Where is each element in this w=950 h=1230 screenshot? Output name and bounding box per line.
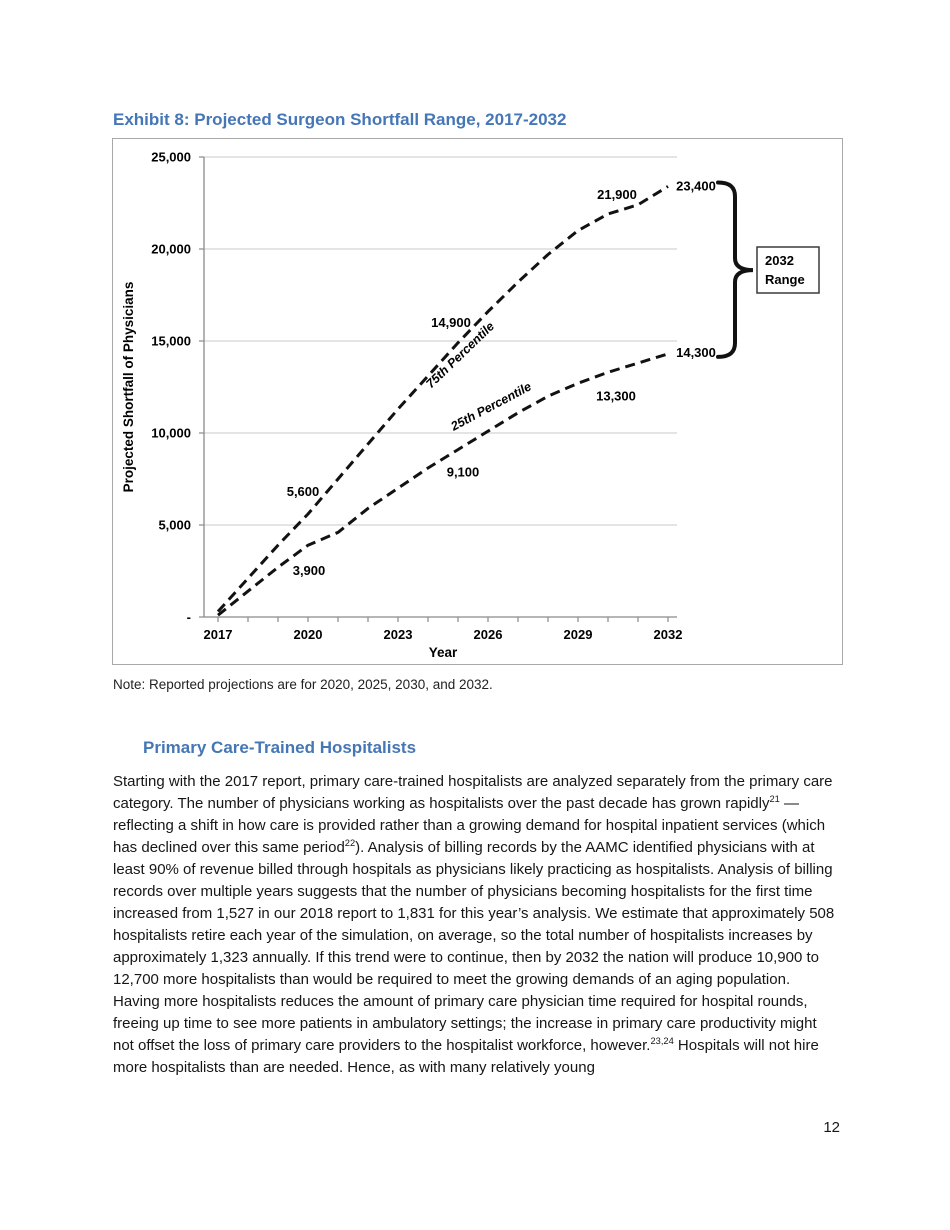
series-label: 25th Percentile — [448, 379, 534, 434]
range-callout-label: 2032 — [765, 253, 794, 268]
data-label: 9,100 — [447, 465, 480, 480]
x-tick-label: 2029 — [564, 627, 593, 642]
x-tick-label: 2023 — [384, 627, 413, 642]
exhibit-title: Exhibit 8: Projected Surgeon Shortfall R… — [113, 110, 567, 129]
data-label: 13,300 — [596, 388, 636, 403]
y-tick-label: 10,000 — [151, 426, 191, 441]
y-axis-title: Projected Shortfall of Physicians — [121, 282, 136, 493]
exhibit-8-figure: - 5,000 10,000 15,000 20,000 25,000 2017 2020 20… — [112, 138, 843, 665]
x-tick-label: 2032 — [654, 627, 683, 642]
x-tick-label: 2026 — [474, 627, 503, 642]
y-tick-label: 25,000 — [151, 150, 191, 165]
y-tick-label: 5,000 — [158, 518, 191, 533]
footnote-ref: 22 — [344, 838, 356, 848]
surgeon-shortfall-line-chart: - 5,000 10,000 15,000 20,000 25,000 2017 2020 20… — [121, 150, 820, 660]
page-number: 12 — [823, 1119, 840, 1136]
data-label: 23,400 — [676, 178, 716, 193]
y-tick-label: 20,000 — [151, 242, 191, 257]
footnote-ref: 23,24 — [650, 1036, 674, 1046]
data-label: 14,900 — [431, 315, 471, 330]
series-line-75th-percentile — [216, 185, 669, 613]
footnote-ref: 21 — [769, 794, 780, 804]
y-tick-label: - — [187, 610, 191, 625]
body-paragraph: Starting with the 2017 report, primary c… — [113, 773, 835, 1076]
series-line-25th-percentile — [217, 352, 669, 617]
range-callout-box — [756, 246, 820, 294]
data-label: 3,900 — [293, 563, 326, 578]
data-label: 14,300 — [676, 345, 716, 360]
data-label: 5,600 — [287, 484, 320, 499]
series-label: 75th Percentile — [423, 319, 497, 391]
range-brace — [716, 180, 754, 359]
x-tick-label: 2020 — [294, 627, 323, 642]
range-callout-label: Range — [765, 272, 805, 287]
x-axis-title: Year — [429, 645, 458, 660]
figure-note: Note: Reported projections are for 2020,… — [113, 677, 493, 692]
y-tick-label: 15,000 — [151, 334, 191, 349]
section-heading: Primary Care-Trained Hospitalists — [143, 738, 417, 757]
data-label: 21,900 — [597, 187, 637, 202]
x-tick-label: 2017 — [204, 627, 233, 642]
